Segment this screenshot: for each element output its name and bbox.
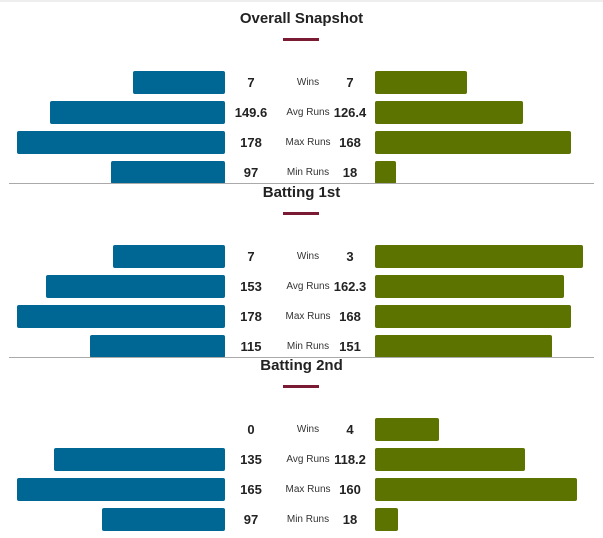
section-divider <box>9 357 594 358</box>
left-value: 153 <box>240 279 262 294</box>
stat-label: Wins <box>296 77 320 88</box>
left-value: 178 <box>240 135 262 150</box>
stat-row: 135 Avg Runs 118.2 <box>0 448 603 471</box>
left-value: 178 <box>240 309 262 324</box>
left-value: 149.6 <box>234 105 268 120</box>
right-bar <box>375 478 577 501</box>
right-bar <box>375 335 552 358</box>
stat-row: 97 Min Runs 18 <box>0 161 603 184</box>
section-0: Overall Snapshot 7 Wins 7 149.6 Avg Runs… <box>0 2 603 184</box>
left-bar <box>50 101 225 124</box>
right-bar <box>375 101 523 124</box>
right-value: 4 <box>346 422 354 437</box>
left-value: 97 <box>243 512 259 527</box>
right-value: 126.4 <box>333 105 367 120</box>
stat-label: Avg Runs <box>286 281 330 292</box>
left-bar <box>102 508 225 531</box>
left-value: 7 <box>247 249 255 264</box>
stat-label: Min Runs <box>286 167 330 178</box>
stat-row: 7 Wins 3 <box>0 245 603 268</box>
right-bar <box>375 448 525 471</box>
left-bar <box>17 131 225 154</box>
right-bar <box>375 131 571 154</box>
left-bar <box>46 275 225 298</box>
left-bar <box>133 71 225 94</box>
left-bar <box>54 448 225 471</box>
right-value: 168 <box>339 309 361 324</box>
stat-label: Avg Runs <box>286 454 330 465</box>
left-bar <box>111 161 225 184</box>
stat-label: Max Runs <box>285 311 331 322</box>
right-bar <box>375 305 571 328</box>
right-value: 7 <box>346 75 354 90</box>
left-bar <box>113 245 225 268</box>
stat-label: Wins <box>296 424 320 435</box>
stat-label: Max Runs <box>285 137 331 148</box>
section-title: Batting 1st <box>262 184 341 201</box>
left-bar <box>17 478 225 501</box>
title-underline <box>283 212 319 215</box>
right-bar <box>375 418 439 441</box>
stat-row: 178 Max Runs 168 <box>0 305 603 328</box>
right-value: 151 <box>339 339 361 354</box>
stat-row: 0 Wins 4 <box>0 418 603 441</box>
section-title: Batting 2nd <box>260 357 343 374</box>
section-1: Batting 1st 7 Wins 3 153 Avg Runs 162.3 … <box>0 176 603 358</box>
left-value: 97 <box>243 165 259 180</box>
left-value: 165 <box>240 482 262 497</box>
left-value: 135 <box>240 452 262 467</box>
stat-row: 97 Min Runs 18 <box>0 508 603 531</box>
right-bar <box>375 245 583 268</box>
left-value: 115 <box>240 339 262 354</box>
stat-label: Wins <box>296 251 320 262</box>
title-underline <box>283 385 319 388</box>
right-value: 3 <box>346 249 354 264</box>
left-value: 7 <box>247 75 255 90</box>
section-divider <box>9 183 594 184</box>
right-value: 168 <box>339 135 361 150</box>
left-bar <box>90 335 225 358</box>
title-underline <box>283 38 319 41</box>
stat-row: 149.6 Avg Runs 126.4 <box>0 101 603 124</box>
stat-row: 115 Min Runs 151 <box>0 335 603 358</box>
stat-label: Max Runs <box>285 484 331 495</box>
stat-label: Avg Runs <box>286 107 330 118</box>
stat-row: 153 Avg Runs 162.3 <box>0 275 603 298</box>
right-value: 162.3 <box>333 279 367 294</box>
right-bar <box>375 71 467 94</box>
section-2: Batting 2nd 0 Wins 4 135 Avg Runs 118.2 … <box>0 349 603 531</box>
stat-row: 165 Max Runs 160 <box>0 478 603 501</box>
right-value: 160 <box>339 482 361 497</box>
left-bar <box>17 305 225 328</box>
section-title: Overall Snapshot <box>239 10 364 27</box>
right-value: 118.2 <box>334 452 366 467</box>
left-value: 0 <box>247 422 255 437</box>
stat-label: Min Runs <box>286 341 330 352</box>
stat-label: Min Runs <box>286 514 330 525</box>
right-bar <box>375 161 396 184</box>
right-value: 18 <box>342 512 358 527</box>
right-value: 18 <box>342 165 358 180</box>
right-bar <box>375 508 398 531</box>
stat-row: 7 Wins 7 <box>0 71 603 94</box>
stat-row: 178 Max Runs 168 <box>0 131 603 154</box>
right-bar <box>375 275 564 298</box>
